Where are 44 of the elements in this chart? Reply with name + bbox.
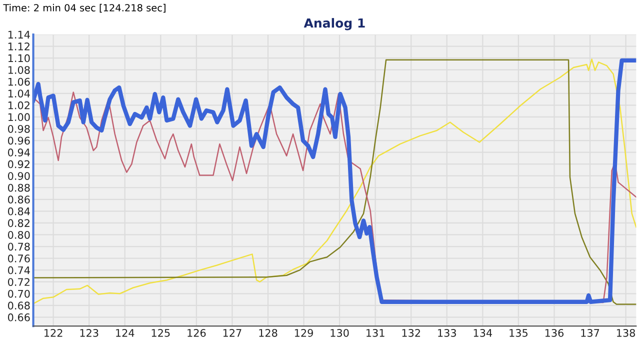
y-tick-label: 0.84 xyxy=(8,207,30,216)
y-tick-label: 0.96 xyxy=(8,136,30,145)
x-tick-label: 130 xyxy=(330,328,349,337)
text: Time: 2 min 04 sec [124.218 sec] xyxy=(3,4,166,13)
x-tick-label: 131 xyxy=(366,328,384,337)
y-tick-label: 0.90 xyxy=(8,172,30,180)
y-tick-label: 1.04 xyxy=(8,90,30,98)
y-tick-label: 0.66 xyxy=(8,313,30,322)
x-tick-label: 124 xyxy=(116,328,134,337)
x-tick-label: 126 xyxy=(188,328,206,337)
y-tick-label: 0.70 xyxy=(8,290,30,298)
y-tick-label: 1.10 xyxy=(8,54,30,62)
y-tick-label: 0.98 xyxy=(8,124,30,133)
x-tick-label: 137 xyxy=(581,328,600,337)
x-tick-label: 132 xyxy=(402,328,420,337)
y-tick-label: 0.78 xyxy=(8,242,30,251)
y-tick-label: 1.02 xyxy=(8,101,30,110)
y-tick-label: 1.14 xyxy=(8,30,30,38)
x-tick-label: 123 xyxy=(80,328,98,337)
x-tick-label: 127 xyxy=(223,328,242,337)
y-tick-label: 0.82 xyxy=(8,219,30,228)
y-tick-label: 1.12 xyxy=(8,42,30,50)
y-tick-label: 0.94 xyxy=(8,148,30,156)
x-tick-label: 122 xyxy=(44,328,62,337)
y-tick-label: 1.08 xyxy=(8,66,30,74)
x-tick-label: 133 xyxy=(438,328,456,337)
x-tick-label: 136 xyxy=(545,328,564,337)
y-tick-label: 0.74 xyxy=(8,266,30,274)
x-tick-label: 135 xyxy=(510,328,528,337)
y-tick-label: 1.00 xyxy=(8,113,30,122)
x-tick-label: 125 xyxy=(152,328,170,337)
y-tick-label: 0.86 xyxy=(8,196,30,204)
y-tick-label: 0.72 xyxy=(8,278,30,286)
y-tick-label: 0.88 xyxy=(8,184,30,192)
y-tick-label: 0.76 xyxy=(8,254,30,262)
chart-title: Analog 1 xyxy=(304,18,365,30)
x-tick-label: 134 xyxy=(474,328,492,337)
x-tick-label: 129 xyxy=(294,328,313,337)
y-tick-label: 0.92 xyxy=(8,160,30,168)
y-tick-label: 0.68 xyxy=(8,302,30,310)
x-tick-label: 138 xyxy=(616,328,636,337)
y-tick-label: 1.06 xyxy=(8,78,30,86)
x-tick-label: 128 xyxy=(259,328,278,337)
y-tick-label: 0.80 xyxy=(8,230,30,239)
